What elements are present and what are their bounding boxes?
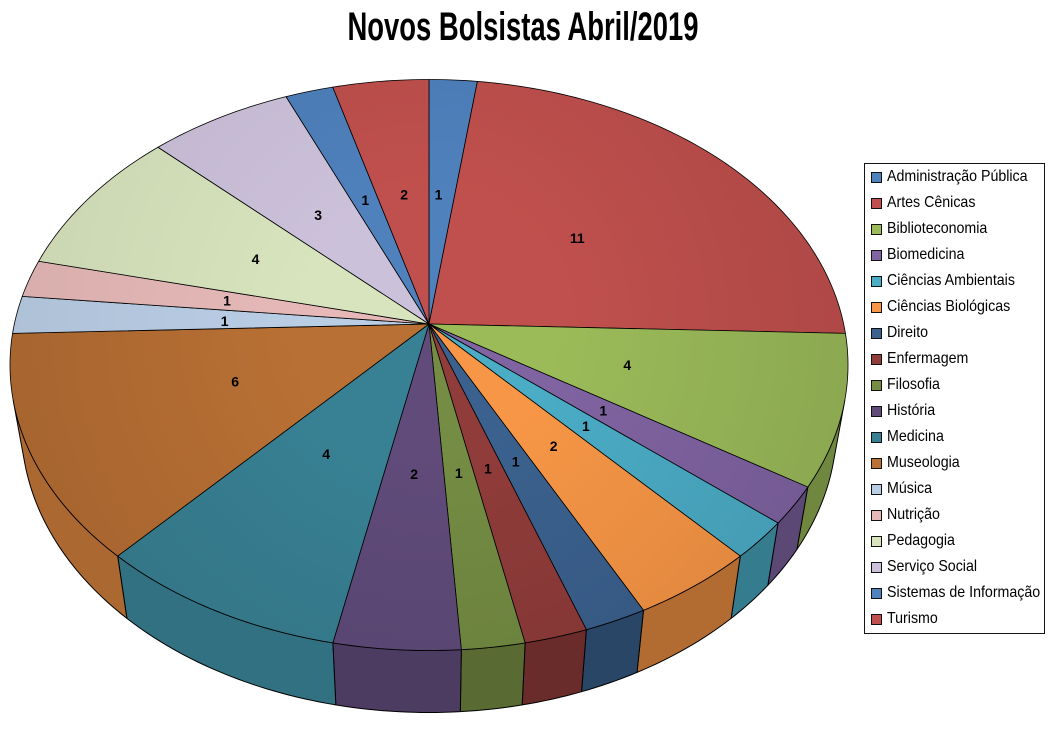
svg-text:1: 1	[484, 461, 492, 477]
svg-text:1: 1	[223, 293, 231, 309]
svg-text:3: 3	[314, 207, 322, 223]
svg-text:4: 4	[252, 251, 260, 267]
svg-text:1: 1	[582, 418, 590, 434]
svg-text:4: 4	[322, 446, 330, 462]
svg-text:2: 2	[400, 186, 408, 202]
svg-text:1: 1	[455, 465, 463, 481]
svg-text:1: 1	[512, 454, 520, 470]
svg-text:1: 1	[221, 313, 229, 329]
svg-text:11: 11	[570, 230, 585, 246]
svg-text:2: 2	[410, 466, 418, 482]
svg-text:2: 2	[550, 438, 558, 454]
svg-text:4: 4	[623, 357, 631, 373]
svg-text:1: 1	[361, 192, 369, 208]
svg-text:1: 1	[435, 187, 443, 203]
svg-text:6: 6	[231, 373, 239, 389]
svg-text:1: 1	[599, 402, 607, 418]
